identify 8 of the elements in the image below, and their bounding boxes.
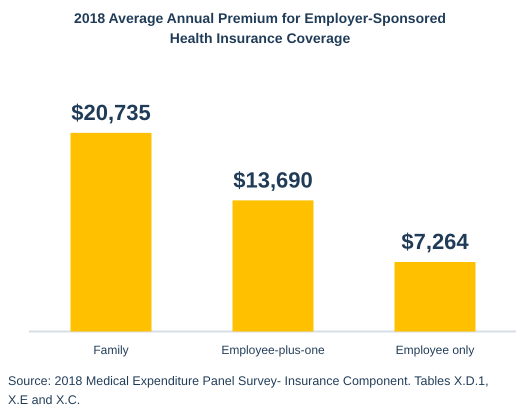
source-note: Source: 2018 Medical Expenditure Panel Survey- Insurance Component. Tables X.D.1, X.E and X.C.: [8, 373, 490, 409]
chart-title: 2018 Average Annual Premium for Employer-Sponsored Health Insurance Coverage: [73, 9, 447, 48]
x-tick-label: Family: [93, 343, 129, 358]
x-tick-label: Employee-plus-one: [221, 343, 326, 358]
data-label: $20,735: [71, 100, 151, 125]
data-label: $13,690: [233, 167, 313, 192]
data-label: $7,264: [401, 229, 470, 254]
x-tick-label: Employee only: [396, 343, 474, 358]
